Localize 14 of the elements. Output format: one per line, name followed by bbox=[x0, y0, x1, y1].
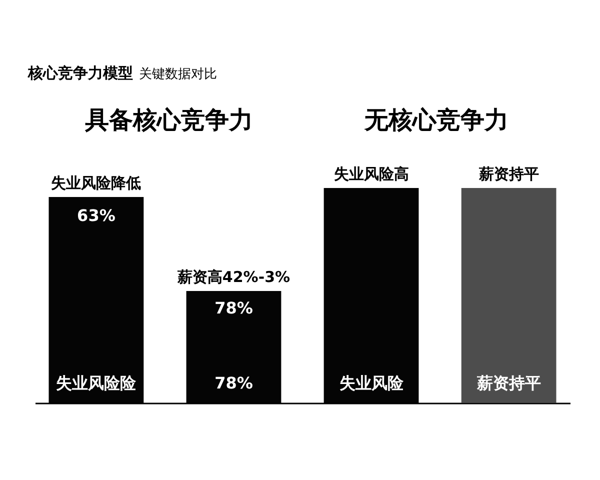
chart-title: 核心竞争力模型 bbox=[28, 64, 133, 82]
annotation: 63% bbox=[77, 206, 116, 225]
x-tick-label: 薪资高42%-3% bbox=[176, 268, 290, 286]
annotation: 薪资持平 bbox=[476, 374, 541, 393]
chart-subtitle: 关键数据对比 bbox=[139, 67, 217, 82]
annotation: 78% bbox=[214, 374, 253, 393]
x-tick-label: 薪资持平 bbox=[478, 165, 539, 183]
x-tick-label: 失业风险降低 bbox=[51, 174, 142, 192]
x-tick-label: 失业风险高 bbox=[334, 165, 409, 183]
annotation: 失业风险险 bbox=[56, 374, 138, 393]
text: 具备核心竞争力 bbox=[84, 105, 254, 136]
annotation: 78% bbox=[214, 298, 253, 318]
annotation: 失业风险 bbox=[339, 374, 404, 393]
text: 无核心竞争力 bbox=[363, 105, 510, 136]
